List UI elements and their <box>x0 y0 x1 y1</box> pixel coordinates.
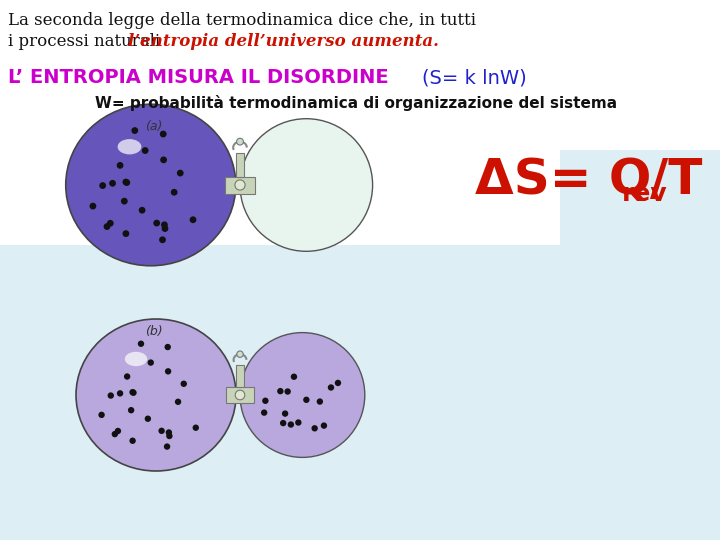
FancyBboxPatch shape <box>0 0 560 245</box>
Circle shape <box>284 388 291 395</box>
Circle shape <box>117 390 123 396</box>
Ellipse shape <box>125 352 147 366</box>
Circle shape <box>160 131 166 138</box>
Text: i processi naturali: i processi naturali <box>8 33 166 50</box>
FancyBboxPatch shape <box>225 177 256 193</box>
Circle shape <box>128 407 135 414</box>
Text: W= probabilità termodinamica di organizzazione del sistema: W= probabilità termodinamica di organizz… <box>95 95 617 111</box>
Circle shape <box>104 223 110 230</box>
Ellipse shape <box>240 119 373 251</box>
Circle shape <box>189 217 197 223</box>
Circle shape <box>166 429 172 436</box>
Circle shape <box>130 389 137 396</box>
Circle shape <box>159 237 166 243</box>
Circle shape <box>89 202 96 210</box>
FancyBboxPatch shape <box>0 0 720 150</box>
Circle shape <box>145 416 151 422</box>
Ellipse shape <box>117 139 141 154</box>
Circle shape <box>277 388 284 394</box>
Circle shape <box>235 180 245 190</box>
Circle shape <box>161 157 167 163</box>
Circle shape <box>312 425 318 431</box>
Circle shape <box>99 182 106 189</box>
Circle shape <box>164 344 171 350</box>
FancyBboxPatch shape <box>236 364 244 387</box>
Circle shape <box>117 162 123 169</box>
Circle shape <box>114 428 121 434</box>
Circle shape <box>288 421 294 428</box>
Circle shape <box>164 443 170 450</box>
Text: /T: /T <box>650 156 703 204</box>
Circle shape <box>122 230 130 237</box>
Text: La seconda legge della termodinamica dice che, in tutti: La seconda legge della termodinamica dic… <box>8 12 476 29</box>
FancyBboxPatch shape <box>235 153 244 177</box>
Circle shape <box>165 368 171 375</box>
Circle shape <box>124 373 130 380</box>
Circle shape <box>291 374 297 380</box>
Circle shape <box>130 437 136 444</box>
Text: rev: rev <box>622 182 667 206</box>
Circle shape <box>303 396 310 403</box>
Circle shape <box>177 170 184 177</box>
Circle shape <box>158 428 165 434</box>
Circle shape <box>237 351 243 357</box>
Text: ΔS= Q: ΔS= Q <box>475 156 652 204</box>
Circle shape <box>112 431 118 437</box>
Circle shape <box>261 409 267 416</box>
Circle shape <box>181 381 187 387</box>
Circle shape <box>123 179 130 186</box>
Circle shape <box>320 422 327 429</box>
Text: (a): (a) <box>145 120 163 133</box>
Circle shape <box>175 399 181 405</box>
Circle shape <box>99 411 105 418</box>
Circle shape <box>262 397 269 404</box>
Circle shape <box>237 138 243 145</box>
Circle shape <box>328 384 334 391</box>
Circle shape <box>107 393 114 399</box>
Circle shape <box>295 420 302 426</box>
Circle shape <box>161 221 168 228</box>
Circle shape <box>107 220 114 227</box>
Text: (b): (b) <box>145 325 163 338</box>
Circle shape <box>335 380 341 386</box>
Circle shape <box>192 424 199 431</box>
Circle shape <box>317 399 323 405</box>
Circle shape <box>171 189 178 195</box>
Circle shape <box>109 180 116 187</box>
Circle shape <box>122 179 130 185</box>
Ellipse shape <box>66 104 235 266</box>
Circle shape <box>161 225 168 232</box>
FancyBboxPatch shape <box>225 387 254 403</box>
Text: L’ ENTROPIA MISURA IL DISORDINE: L’ ENTROPIA MISURA IL DISORDINE <box>8 68 395 87</box>
Circle shape <box>282 410 288 417</box>
Circle shape <box>280 420 287 426</box>
Circle shape <box>235 390 245 400</box>
Circle shape <box>153 220 160 226</box>
Text: (S= k lnW): (S= k lnW) <box>422 68 527 87</box>
Circle shape <box>138 341 144 347</box>
Circle shape <box>166 433 173 439</box>
Circle shape <box>139 207 145 214</box>
Circle shape <box>130 389 136 395</box>
Circle shape <box>148 360 154 366</box>
Ellipse shape <box>76 319 236 471</box>
Circle shape <box>142 147 148 154</box>
Circle shape <box>121 198 127 205</box>
Circle shape <box>131 127 138 134</box>
Ellipse shape <box>240 333 365 457</box>
Text: l’entropia dell’universo aumenta.: l’entropia dell’universo aumenta. <box>128 33 439 50</box>
